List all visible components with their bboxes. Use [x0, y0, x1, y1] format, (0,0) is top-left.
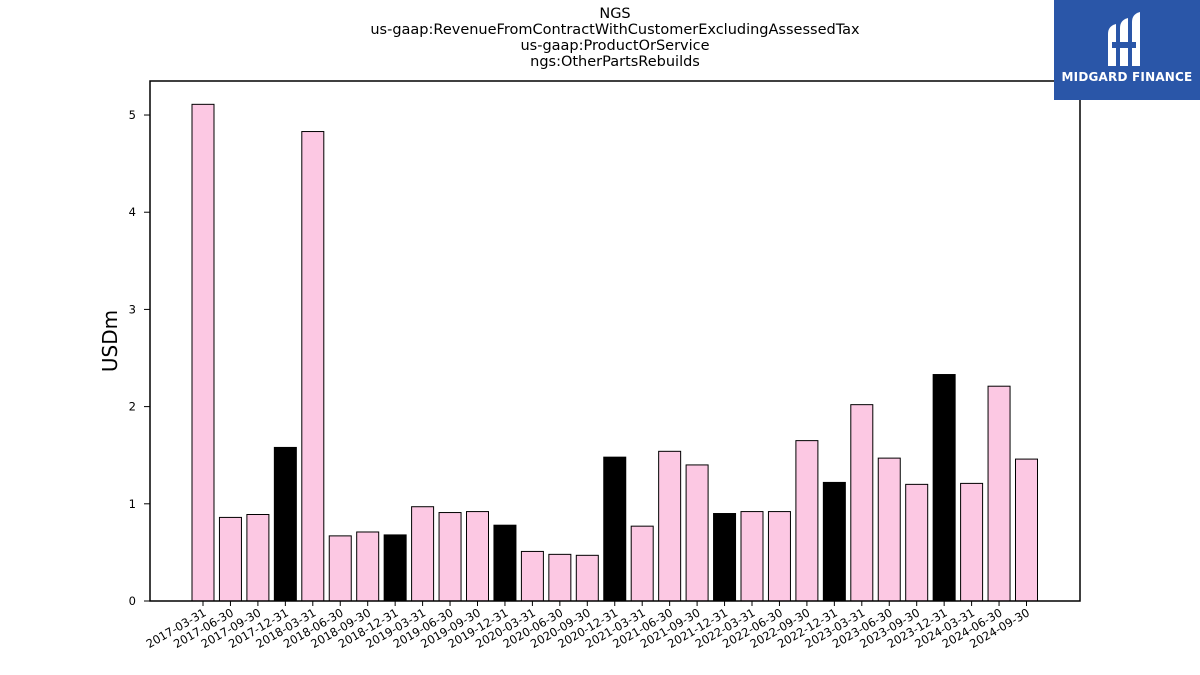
- bar: [603, 456, 627, 602]
- bar: [520, 550, 544, 602]
- bar: [960, 482, 984, 602]
- bar: [713, 513, 737, 602]
- chart-title-line-4: ngs:OtherPartsRebuilds: [530, 54, 700, 70]
- bar: [822, 481, 846, 602]
- bar: [767, 511, 791, 602]
- bar: [850, 404, 874, 602]
- bar: [877, 457, 901, 602]
- bar: [795, 440, 819, 602]
- bar: [685, 464, 709, 602]
- bar: [218, 516, 242, 602]
- y-tick-label: 4: [129, 205, 136, 219]
- bar: [987, 385, 1011, 602]
- chart-title-line-3: us-gaap:ProductOrService: [520, 38, 710, 54]
- bar: [301, 131, 325, 602]
- bar: [1015, 458, 1038, 602]
- y-tick-label: 3: [129, 302, 136, 316]
- midgard-logo-icon: [1108, 12, 1140, 66]
- bar: [493, 524, 517, 602]
- bar: [658, 450, 682, 602]
- y-axis-label: USDm: [98, 310, 122, 372]
- bar: [630, 525, 654, 602]
- logo-text: MIDGARD FINANCE: [1061, 70, 1193, 84]
- bar: [328, 535, 352, 602]
- bar: [740, 511, 764, 602]
- bar: [932, 374, 956, 602]
- bar: [273, 446, 297, 602]
- y-tick-label: 0: [129, 594, 136, 608]
- bar: [466, 511, 489, 602]
- chart-title-line-2: us-gaap:RevenueFromContractWithCustomerE…: [370, 22, 860, 38]
- bar: [905, 483, 929, 602]
- bar: [548, 553, 572, 602]
- brand-logo: MIDGARD FINANCE: [1054, 0, 1200, 100]
- y-tick-label: 5: [129, 108, 136, 122]
- bar: [575, 554, 599, 602]
- bar: [411, 506, 435, 602]
- y-tick-label: 1: [129, 497, 136, 511]
- bar: [383, 534, 407, 602]
- bar: [246, 514, 270, 602]
- bar: [191, 103, 215, 602]
- bar: [356, 531, 380, 602]
- plot-frame: [149, 80, 1081, 602]
- chart-title-block: NGS us-gaap:RevenueFromContractWithCusto…: [150, 6, 1080, 70]
- chart-title-line-1: NGS: [599, 6, 631, 22]
- bar: [438, 512, 462, 602]
- y-tick-label: 2: [129, 400, 136, 414]
